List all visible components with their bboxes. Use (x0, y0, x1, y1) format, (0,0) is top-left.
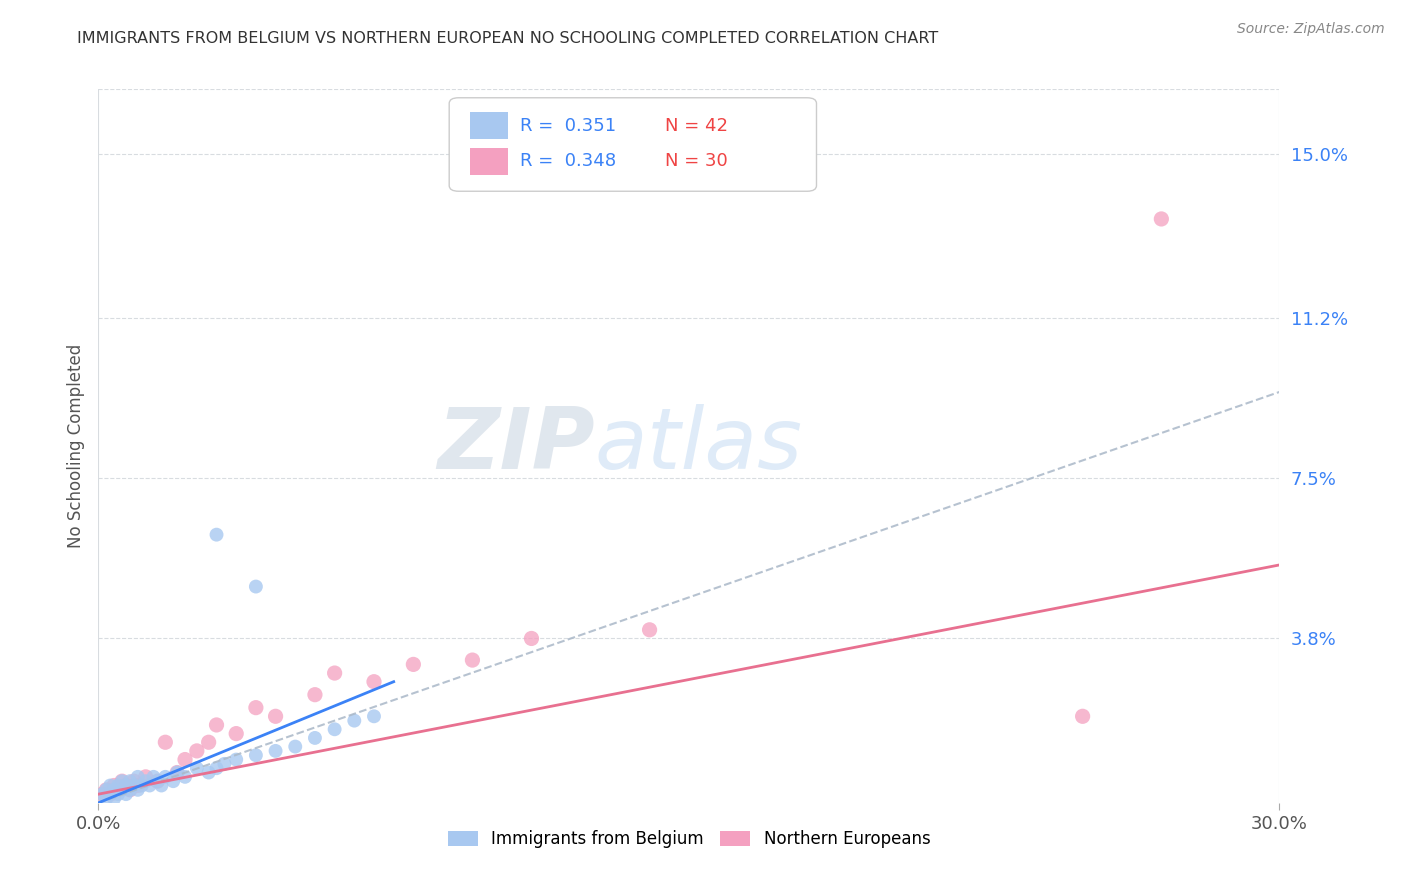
Point (461, 653, 484, 667)
Point (127, 770, 149, 784)
Point (118, 782, 141, 797)
Text: atlas: atlas (595, 404, 803, 488)
Point (142, 770, 165, 784)
Point (166, 765, 188, 780)
Point (197, 765, 219, 780)
Point (363, 709, 385, 723)
Point (343, 714, 366, 728)
Point (135, 770, 157, 784)
Text: R =  0.348: R = 0.348 (520, 153, 616, 170)
Point (520, 632, 543, 646)
Point (103, 791, 125, 805)
Point (638, 623, 661, 637)
Point (122, 779, 145, 793)
Point (107, 779, 129, 793)
Point (107, 787, 129, 801)
Point (146, 774, 169, 789)
Point (118, 782, 141, 797)
Text: Source: ZipAtlas.com: Source: ZipAtlas.com (1237, 22, 1385, 37)
Point (98, 787, 121, 801)
Point (245, 580, 267, 594)
Legend: Immigrants from Belgium, Northern Europeans: Immigrants from Belgium, Northern Europe… (441, 824, 936, 855)
Point (91, 787, 114, 801)
Point (122, 774, 145, 789)
Point (245, 700, 267, 714)
Point (115, 787, 138, 801)
Point (323, 666, 346, 681)
Point (103, 782, 125, 797)
Point (197, 735, 219, 749)
Text: R =  0.351: R = 0.351 (520, 117, 616, 135)
Point (96, 782, 118, 797)
FancyBboxPatch shape (471, 148, 508, 175)
Point (111, 774, 134, 789)
Point (402, 657, 425, 672)
Point (1071, 709, 1094, 723)
Point (186, 744, 208, 758)
Point (174, 753, 197, 767)
Point (284, 739, 307, 754)
Point (150, 779, 173, 793)
Point (127, 782, 149, 797)
Point (91, 787, 114, 801)
Point (146, 774, 169, 789)
Point (98, 779, 121, 793)
Text: ZIP: ZIP (437, 404, 595, 488)
FancyBboxPatch shape (471, 112, 508, 139)
Point (115, 779, 138, 793)
Point (1150, 211, 1173, 226)
Point (155, 735, 177, 749)
Point (304, 731, 326, 745)
Point (96, 791, 118, 805)
Point (131, 779, 153, 793)
Point (103, 779, 125, 793)
Point (205, 761, 228, 775)
Text: N = 42: N = 42 (665, 117, 728, 135)
Point (225, 726, 247, 740)
Point (111, 774, 134, 789)
Point (96, 782, 118, 797)
FancyBboxPatch shape (449, 98, 817, 191)
Point (127, 779, 149, 793)
Point (245, 748, 267, 763)
Point (166, 765, 188, 780)
Point (135, 774, 157, 789)
Point (363, 674, 385, 689)
Point (115, 779, 138, 793)
Point (264, 709, 287, 723)
Point (304, 688, 326, 702)
Point (155, 770, 177, 784)
Point (205, 527, 228, 541)
Point (107, 782, 129, 797)
Text: N = 30: N = 30 (665, 153, 728, 170)
Point (111, 782, 134, 797)
Point (98, 787, 121, 801)
Point (214, 756, 236, 771)
Point (225, 753, 247, 767)
Point (186, 761, 208, 775)
Point (162, 774, 184, 789)
Point (174, 770, 197, 784)
Point (138, 779, 160, 793)
Point (264, 744, 287, 758)
Text: IMMIGRANTS FROM BELGIUM VS NORTHERN EUROPEAN NO SCHOOLING COMPLETED CORRELATION : IMMIGRANTS FROM BELGIUM VS NORTHERN EURO… (77, 31, 939, 46)
Y-axis label: No Schooling Completed: No Schooling Completed (66, 344, 84, 548)
Point (118, 774, 141, 789)
Point (205, 718, 228, 732)
Point (323, 723, 346, 737)
